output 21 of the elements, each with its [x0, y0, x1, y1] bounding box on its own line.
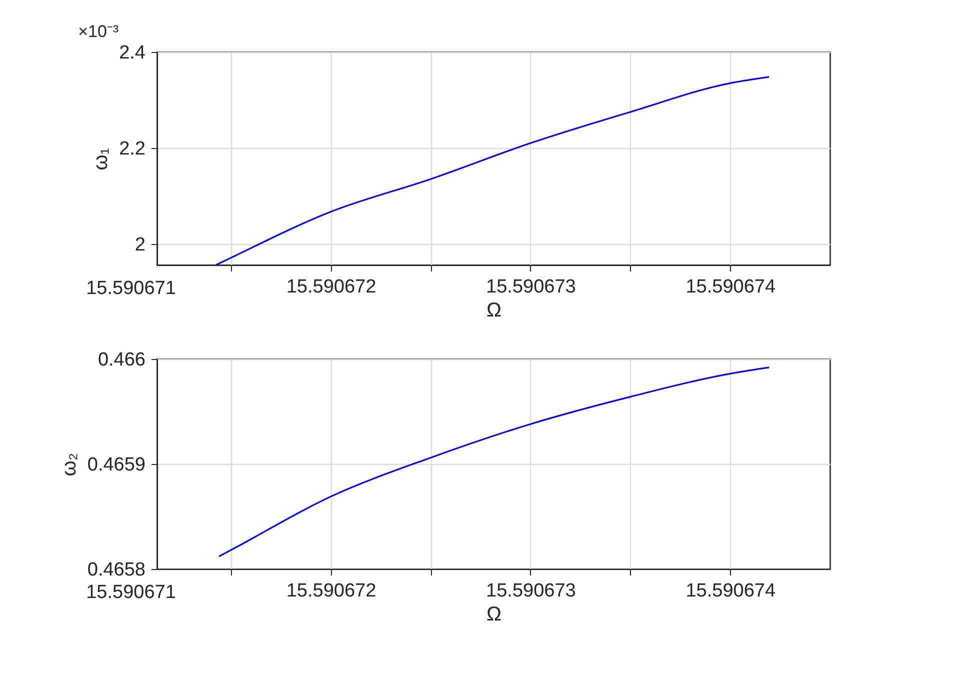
line-series [215, 76, 770, 265]
x-tick-label: 15.590673 [486, 580, 576, 602]
x-tick-label: 15.590672 [286, 276, 376, 298]
text: 15.590671 [86, 582, 176, 603]
y-tick-label: 2.4 [119, 42, 146, 64]
y-tick-label: 2 [134, 234, 146, 256]
text: 15.590671 [86, 278, 176, 299]
y-axis-title: ω₂ [58, 452, 80, 476]
line-series [218, 366, 770, 558]
y-tick-label: 0.4659 [87, 454, 146, 476]
y-tick-label: 0.466 [98, 350, 146, 370]
y-axis-title: ω₁ [90, 148, 112, 170]
x-axis-title: Ω [486, 604, 502, 626]
x-tick-label: 15.590672 [286, 580, 376, 602]
x-tick-label: 15.590673 [486, 276, 576, 298]
y-tick-label: 0.4658 [87, 560, 146, 580]
x-tick-label: 15.590674 [686, 580, 776, 602]
x-axis-title: Ω [486, 300, 502, 322]
text: ×10⁻³ [78, 22, 119, 41]
y-tick-label: 2.2 [119, 138, 146, 160]
x-tick-label: 15.590674 [686, 276, 776, 298]
